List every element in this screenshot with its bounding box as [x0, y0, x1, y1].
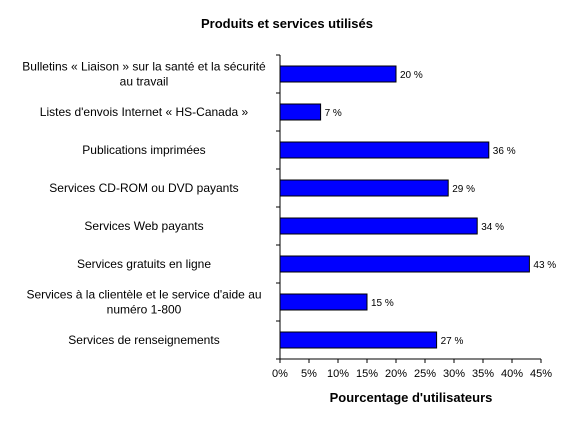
bar-7 [279, 293, 368, 311]
labels-layer: 20 % Bulletins « Liaison » sur la santé e… [22, 60, 556, 381]
x-tick-label-9: 45% [530, 368, 552, 380]
category-label-1: Bulletins « Liaison » sur la santé et la… [22, 60, 266, 89]
data-label-5: 34 % [481, 222, 504, 233]
category-label-3: Publications imprimées [82, 143, 205, 157]
category-label-6: Services gratuits en ligne [77, 257, 211, 271]
bar-4 [279, 179, 449, 197]
data-label-8: 27 % [441, 336, 464, 347]
data-label-7: 15 % [371, 298, 394, 309]
bar-2 [279, 103, 322, 121]
x-tick-label-7: 35% [472, 368, 494, 380]
category-label-8: Services de renseignements [68, 333, 219, 347]
category-label-5: Services Web payants [84, 219, 203, 233]
x-tick-label-5: 25% [414, 368, 436, 380]
category-label-7: Services à la clientèle et le service d'… [26, 288, 261, 317]
bar-3 [279, 141, 490, 159]
chart-title: Produits et services utilisés [201, 16, 373, 31]
x-tick-label-6: 30% [443, 368, 465, 380]
x-tick-label-2: 10% [327, 368, 349, 380]
x-tick-label-0: 0% [272, 368, 288, 380]
data-label-4: 29 % [452, 184, 475, 195]
bars-layer [279, 65, 530, 349]
data-label-3: 36 % [493, 146, 516, 157]
data-label-2: 7 % [325, 108, 342, 119]
x-axis-title: Pourcentage d'utilisateurs [330, 390, 493, 405]
x-tick-label-1: 5% [301, 368, 317, 380]
x-tick-label-4: 20% [385, 368, 407, 380]
data-label-6: 43 % [533, 260, 556, 271]
bar-1 [279, 65, 397, 83]
category-label-2: Listes d'envois Internet « HS-Canada » [40, 105, 249, 119]
category-label-4: Services CD-ROM ou DVD payants [49, 181, 238, 195]
bar-5 [279, 217, 478, 235]
x-tick-label-3: 15% [356, 368, 378, 380]
bar-8 [279, 331, 438, 349]
bar-6 [279, 255, 530, 273]
x-tick-label-8: 40% [501, 368, 523, 380]
axes-layer [276, 54, 542, 363]
data-label-1: 20 % [400, 70, 423, 81]
